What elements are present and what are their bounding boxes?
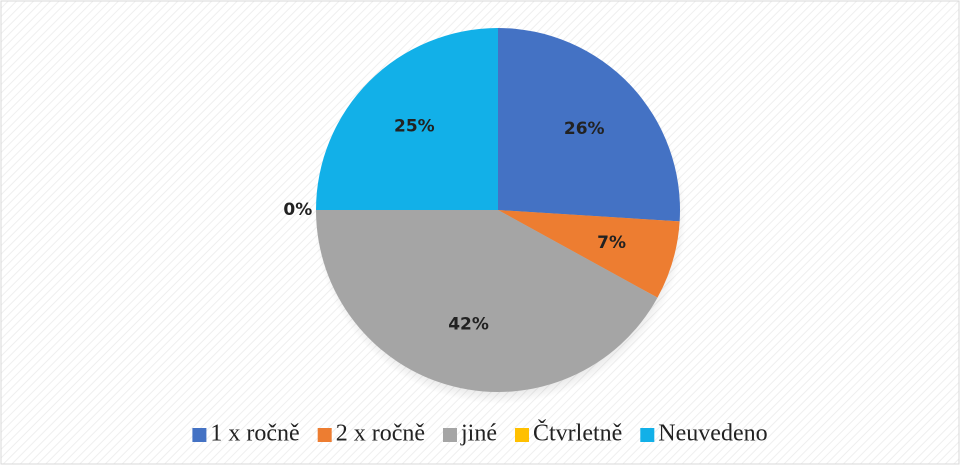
legend-label: Neuvedeno (658, 421, 767, 447)
pie-slice (498, 210, 680, 298)
data-label: 25% (394, 116, 435, 136)
legend-swatch (640, 428, 655, 442)
legend-label: jiné (460, 421, 497, 447)
data-label: 42% (448, 315, 489, 335)
data-label: 26% (564, 119, 605, 139)
pie-slice (498, 28, 681, 222)
legend-label: 2 x ročně (336, 421, 425, 447)
data-label: 7% (597, 233, 626, 253)
pie-slice (316, 28, 498, 210)
legend-swatch (192, 428, 207, 442)
legend-swatch (514, 428, 529, 442)
legend-swatch (442, 428, 457, 442)
legend-swatch (317, 428, 332, 442)
data-label: 0% (283, 200, 312, 220)
pie-slice (316, 210, 658, 392)
legend-label: Čtvrletně (533, 420, 622, 447)
legend-label: 1 x ročně (210, 421, 299, 447)
